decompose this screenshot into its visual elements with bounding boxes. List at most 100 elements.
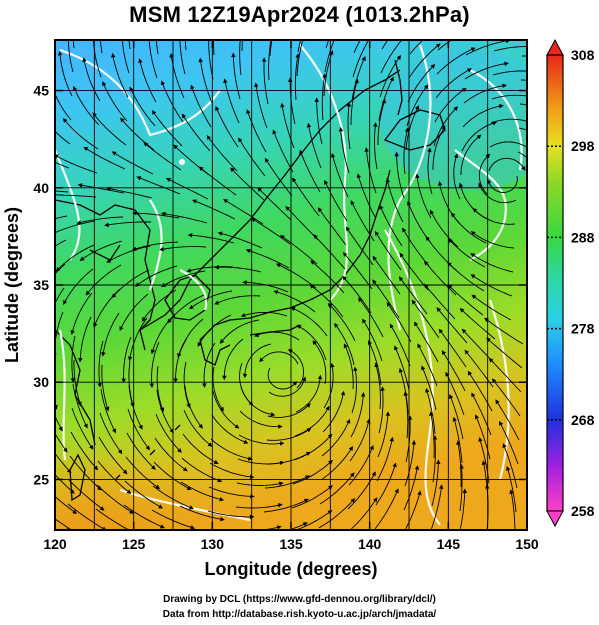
streamline <box>263 498 309 513</box>
streamline <box>264 157 293 197</box>
streamline <box>470 231 515 249</box>
streamline <box>72 383 88 429</box>
streamline <box>101 312 120 357</box>
streamline <box>430 484 444 530</box>
streamline <box>478 153 491 196</box>
streamline <box>210 438 253 461</box>
streamline <box>472 207 516 225</box>
streamline <box>143 141 182 171</box>
streamline <box>97 460 132 495</box>
streamline <box>165 177 209 200</box>
streamline <box>3 150 41 172</box>
x-axis: 120 125 130 135 140 145 150 <box>43 40 539 552</box>
streamline <box>55 495 78 515</box>
streamline <box>399 252 429 291</box>
streamline <box>461 328 495 364</box>
grid-lines <box>55 40 527 530</box>
streamline <box>358 297 384 338</box>
streamline <box>491 378 521 417</box>
streamline <box>362 318 383 362</box>
streamline <box>374 488 399 530</box>
streamline <box>169 52 185 99</box>
streamline <box>148 40 158 79</box>
streamline <box>98 436 128 475</box>
streamline <box>57 50 73 97</box>
streamline <box>272 129 294 173</box>
streamline <box>181 457 223 483</box>
streamline <box>438 328 467 368</box>
streamline <box>448 393 464 440</box>
streamline <box>96 484 135 514</box>
streamlines <box>3 40 527 530</box>
streamline <box>177 318 204 358</box>
colorbar-tick-label: 278 <box>571 321 595 337</box>
streamline <box>240 311 288 318</box>
streamline <box>417 343 438 387</box>
streamline <box>424 283 456 320</box>
streamline <box>180 481 225 502</box>
streamline <box>372 279 400 319</box>
streamline <box>488 357 522 393</box>
colorbar-tick-label: 258 <box>571 503 595 519</box>
streamline <box>207 510 255 520</box>
streamline <box>295 374 323 413</box>
streamline <box>379 204 403 247</box>
streamline <box>26 292 37 335</box>
streamline <box>55 287 65 305</box>
streamline <box>451 212 487 244</box>
streamline <box>127 317 148 362</box>
streamline <box>254 331 300 341</box>
streamline <box>373 122 378 170</box>
streamline <box>464 349 494 388</box>
streamline <box>463 83 507 104</box>
streamline <box>67 40 74 73</box>
streamline <box>273 290 316 313</box>
streamline <box>389 323 411 367</box>
streamline <box>55 161 70 169</box>
streamline <box>323 362 335 409</box>
streamline <box>421 365 437 411</box>
streamline <box>404 490 422 530</box>
streamline <box>464 61 509 80</box>
streamline <box>92 112 127 146</box>
colorbar-max-arrow <box>546 38 564 56</box>
streamline <box>100 40 103 54</box>
streamline <box>436 307 468 344</box>
streamline <box>71 407 94 450</box>
streamline <box>378 386 385 434</box>
y-tick-label: 40 <box>33 180 49 196</box>
streamline <box>182 433 219 464</box>
streamline <box>14 114 42 148</box>
streamline <box>351 366 358 414</box>
streamline <box>349 497 378 530</box>
streamline <box>208 40 214 80</box>
streamline <box>495 399 520 441</box>
streamline <box>517 151 527 159</box>
streamline <box>68 479 105 511</box>
streamline <box>179 40 186 75</box>
streamline <box>79 240 123 261</box>
colorbar-tick-label: 298 <box>571 138 595 154</box>
streamline <box>217 231 263 249</box>
streamline <box>78 316 92 363</box>
streamline <box>55 215 68 220</box>
streamline <box>101 364 110 412</box>
streamline <box>471 392 492 436</box>
streamline <box>104 221 151 228</box>
streamline <box>317 207 347 246</box>
streamline <box>160 80 184 123</box>
streamline <box>77 183 125 194</box>
streamline <box>213 40 215 56</box>
streamline <box>149 341 160 389</box>
streamline <box>492 70 527 76</box>
streamline <box>155 413 182 453</box>
streamline <box>55 415 63 432</box>
streamline <box>306 122 322 169</box>
streamline <box>138 58 157 103</box>
streamline <box>471 294 512 321</box>
streamline <box>121 40 130 74</box>
streamline <box>141 289 177 322</box>
colorbar-tick-label: 308 <box>571 47 595 63</box>
streamline <box>356 173 376 218</box>
streamline <box>32 316 35 361</box>
